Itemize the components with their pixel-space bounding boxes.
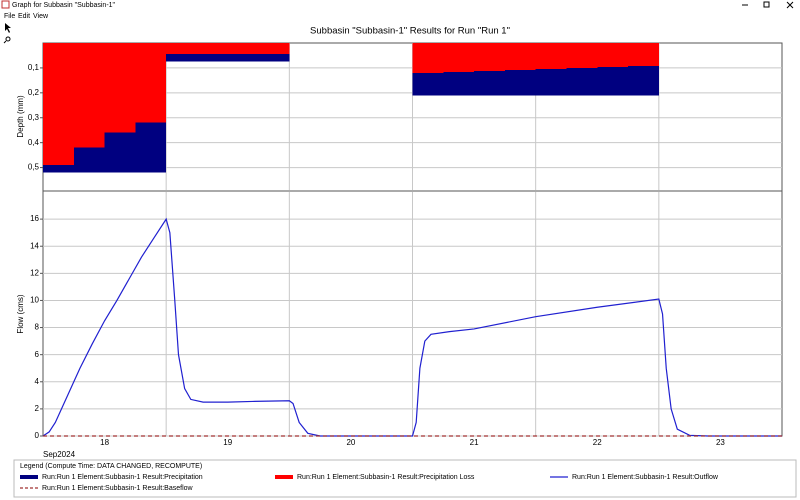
- x-tick-label: 21: [470, 438, 479, 447]
- depth-bar: [535, 43, 567, 69]
- depth-bar: [104, 43, 136, 133]
- y-tick-label: 0: [35, 431, 40, 440]
- menu-item[interactable]: File: [4, 13, 15, 20]
- depth-bar: [258, 43, 290, 54]
- flow-line: [42, 217, 782, 437]
- depth-bar: [597, 43, 629, 67]
- y-tick-label: 0,5: [28, 163, 40, 172]
- depth-bar: [73, 43, 105, 148]
- x-tick-label: 23: [716, 438, 725, 447]
- app-icon: [1, 0, 10, 9]
- y-tick-label: 12: [30, 268, 39, 277]
- legend-title: Legend (Compute Time: DATA CHANGED, RECO…: [20, 463, 202, 470]
- y-tick-label: 6: [35, 350, 40, 359]
- window-title: Graph for Subbasin "Subbasin-1": [12, 2, 116, 9]
- y-tick-label: 0,2: [28, 88, 40, 97]
- legend-label: Run:Run 1 Element:Subbasin-1 Result:Prec…: [42, 474, 203, 481]
- y-tick-label: 2: [35, 404, 40, 413]
- x-period-label: Sep2024: [43, 450, 76, 459]
- pointer-tool[interactable]: [5, 23, 11, 33]
- x-tick-label: 18: [100, 438, 109, 447]
- zoom-tool[interactable]: [3, 36, 11, 44]
- depth-bar: [566, 43, 598, 68]
- menu-item[interactable]: Edit: [18, 13, 30, 20]
- depth-bar: [166, 43, 197, 54]
- y-tick-label: 0,4: [28, 138, 40, 147]
- plot-title: Subbasin "Subbasin-1" Results for Run "R…: [310, 26, 510, 37]
- plots: 0,1 0,2 0,3 0,4 0,5 Depth (mm) 0 2 4 6 8 10 12 14 16 Fl…: [16, 43, 782, 459]
- depth-bar: [196, 43, 228, 54]
- y-axis-label: Depth (mm): [16, 95, 25, 138]
- y-tick-label: 0,1: [28, 63, 40, 72]
- y-tick-label: 10: [30, 296, 39, 305]
- maximize-button[interactable]: [763, 1, 770, 8]
- x-tick-label: 19: [223, 438, 232, 447]
- y-tick-label: 14: [30, 241, 39, 250]
- legend-box: [13, 459, 797, 498]
- menu-item[interactable]: View: [33, 13, 49, 20]
- y-tick-label: 0,3: [28, 113, 40, 122]
- y-tick-label: 4: [35, 377, 40, 386]
- depth-bar: [227, 43, 259, 54]
- depth-bar: [474, 43, 505, 71]
- legend-label: Run:Run 1 Element:Subbasin-1 Result:Outf…: [572, 474, 719, 481]
- chart-panel: 0 2 4 6 8 10 12 14 16 Flow (cms) 18 19 20 21 22 23 Sep20…: [16, 192, 782, 459]
- depth-bar: [412, 43, 444, 73]
- close-button[interactable]: [786, 1, 794, 9]
- legend-label: Run:Run 1 Element:Subbasin-1 Result:Base…: [42, 485, 194, 492]
- y-tick-label: 16: [30, 214, 39, 223]
- chart-panel: 0,1 0,2 0,3 0,4 0,5 Depth (mm): [16, 43, 782, 190]
- x-tick-label: 20: [346, 438, 355, 447]
- y-axis-label: Flow (cms): [16, 294, 25, 333]
- depth-bar: [135, 43, 167, 123]
- depth-bar: [443, 43, 475, 72]
- x-tick-label: 22: [593, 438, 602, 447]
- depth-bar: [504, 43, 536, 70]
- legend: Run:Run 1 Element:Subbasin-1 Result:Prec…: [20, 474, 719, 492]
- legend-label: Run:Run 1 Element:Subbasin-1 Result:Prec…: [297, 474, 475, 481]
- y-tick-label: 8: [35, 323, 40, 332]
- depth-bar: [43, 43, 74, 166]
- depth-bar: [628, 43, 659, 66]
